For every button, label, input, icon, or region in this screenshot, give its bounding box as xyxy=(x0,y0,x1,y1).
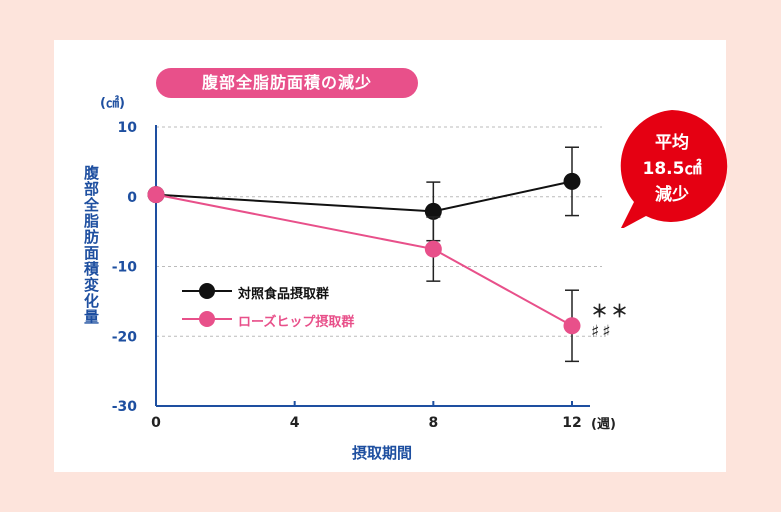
data-point-series-0 xyxy=(424,202,442,220)
data-point-series-1 xyxy=(563,317,581,335)
callout-text: 平均 18.5㎠ 減少 xyxy=(620,130,724,208)
series-line-1 xyxy=(155,193,573,327)
y-axis-unit: (㎠) xyxy=(100,96,125,111)
callout-line1: 平均 xyxy=(655,133,689,153)
y-tick-label: 0 xyxy=(127,190,137,206)
x-tick-label: 0 xyxy=(151,415,161,431)
data-point-series-1 xyxy=(424,240,442,258)
y-tick-label: -30 xyxy=(112,399,138,415)
y-tick-label: -20 xyxy=(112,329,138,345)
chart-title: 腹部全脂肪面積の減少 xyxy=(156,68,418,98)
significance-line2: ♯♯ xyxy=(591,322,614,342)
callout-line2: 18.5㎠ xyxy=(642,159,702,179)
x-axis-unit: (週) xyxy=(591,417,616,432)
significance-marks: ＊＊ ♯♯ xyxy=(591,302,631,342)
y-tick-label: 10 xyxy=(118,120,138,136)
legend-label-control: 対照食品摂取群 xyxy=(238,287,330,302)
legend-marker-control xyxy=(182,283,232,299)
x-tick-label: 12 xyxy=(562,415,581,431)
y-tick-label: -10 xyxy=(112,260,138,276)
significance-line1: ＊＊ xyxy=(591,302,631,322)
legend-label-rosehip: ローズヒップ摂取群 xyxy=(238,315,355,330)
callout-line3: 減少 xyxy=(655,185,689,205)
chart-panel xyxy=(54,40,726,472)
data-point-series-1 xyxy=(147,186,165,204)
y-axis-label: 腹部全脂肪面積変化量 xyxy=(82,165,100,325)
x-axis-label: 摂取期間 xyxy=(352,444,413,462)
legend-marker-rosehip xyxy=(182,311,232,327)
x-tick-label: 4 xyxy=(290,415,300,431)
callout-bubble xyxy=(620,110,728,228)
data-point-series-0 xyxy=(563,172,581,190)
x-tick-label: 8 xyxy=(428,415,438,431)
